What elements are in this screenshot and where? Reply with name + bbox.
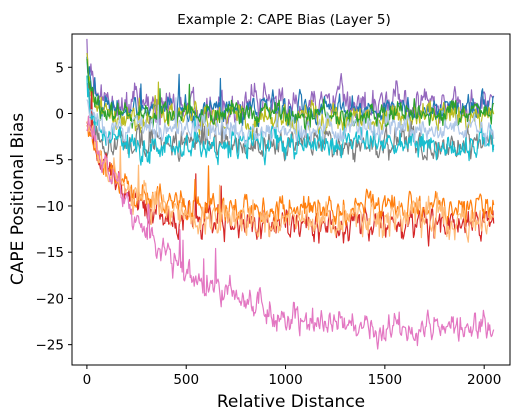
series-line [86, 97, 495, 147]
x-axis: 0 500 1000 1500 2000 [83, 365, 501, 388]
chart-title: Example 2: CAPE Bias (Layer 5) [177, 12, 391, 28]
y-tick-label: −5 [44, 153, 64, 169]
y-tick-label: −20 [36, 291, 65, 307]
y-axis: 5 0 −5 −10 −15 −20 −25 [36, 60, 72, 354]
y-tick-label: −25 [36, 338, 65, 354]
series-line [86, 75, 495, 166]
x-tick-label: 1500 [368, 372, 402, 388]
y-axis-label: CAPE Positional Bias [8, 113, 28, 285]
plot-frame [71, 33, 511, 366]
series-line [86, 59, 495, 131]
series-line [86, 115, 495, 243]
y-tick-label: −10 [36, 199, 65, 215]
x-tick-label: 500 [173, 372, 199, 388]
x-axis-label: Relative Distance [217, 392, 365, 412]
plot-area [71, 33, 511, 366]
y-tick-label: 5 [55, 60, 64, 76]
x-tick-label: 0 [83, 372, 92, 388]
x-tick-label: 1000 [268, 372, 302, 388]
series-layer [86, 38, 495, 350]
y-tick-label: 0 [55, 107, 64, 123]
x-tick-label: 2000 [467, 372, 501, 388]
series-line [86, 115, 495, 350]
y-tick-label: −15 [36, 245, 65, 261]
